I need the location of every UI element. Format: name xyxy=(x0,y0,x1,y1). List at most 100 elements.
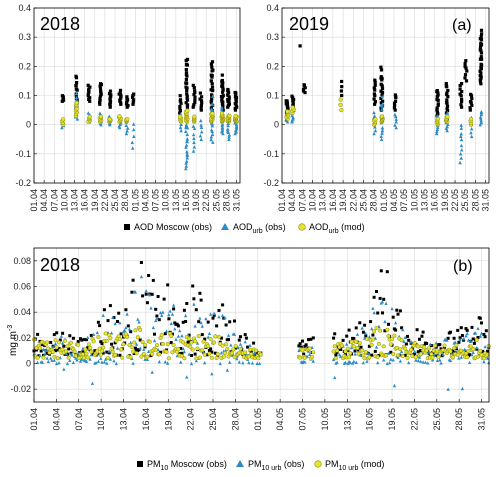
marker-urb-mod xyxy=(481,356,486,361)
x-tick-label: 25.05 xyxy=(460,189,470,212)
x-tick-label: 19.05 xyxy=(387,408,397,431)
marker-urb-obs xyxy=(105,361,109,365)
marker-urb-obs xyxy=(409,340,413,344)
marker-urb-obs xyxy=(139,275,144,279)
marker-moscow xyxy=(200,101,204,105)
marker-moscow xyxy=(185,94,189,98)
marker-urb-obs xyxy=(227,137,231,141)
marker-urb-obs xyxy=(413,349,417,353)
marker-urb-obs xyxy=(458,152,463,156)
marker-moscow xyxy=(215,324,219,328)
marker-urb-obs xyxy=(96,359,101,363)
x-tick-label: 07.05 xyxy=(151,189,161,212)
marker-urb-obs xyxy=(398,359,402,363)
marker-moscow xyxy=(479,49,483,53)
marker-urb-mod xyxy=(201,339,206,344)
marker-moscow xyxy=(483,335,487,339)
marker-urb-obs xyxy=(133,290,138,294)
marker-moscow xyxy=(118,91,122,95)
x-tick-label: 19.04 xyxy=(338,189,348,212)
marker-moscow xyxy=(339,89,343,93)
marker-urb-mod xyxy=(363,350,368,355)
marker-moscow xyxy=(199,298,203,302)
x-tick-label: 28.04 xyxy=(369,189,379,212)
marker-moscow xyxy=(93,349,97,353)
marker-urb-obs xyxy=(142,347,146,351)
marker-urb-obs xyxy=(111,315,115,319)
marker-moscow xyxy=(217,308,221,312)
marker-urb-obs xyxy=(132,134,136,138)
marker-moscow xyxy=(222,316,226,320)
marker-moscow xyxy=(192,297,196,301)
marker-moscow xyxy=(98,96,102,100)
marker-urb-mod xyxy=(80,352,85,357)
marker-urb-obs xyxy=(463,347,467,351)
marker-urb-obs xyxy=(160,313,164,317)
marker-urb-obs xyxy=(393,123,397,127)
marker-urb-mod xyxy=(445,114,450,119)
marker-urb-mod xyxy=(418,352,423,357)
marker-urb-mod xyxy=(101,345,106,350)
marker-urb-obs xyxy=(49,356,53,360)
marker-moscow xyxy=(191,105,195,109)
marker-urb-mod xyxy=(339,107,344,113)
marker-urb-obs xyxy=(337,352,342,357)
marker-urb-obs xyxy=(380,102,385,106)
marker-urb-mod xyxy=(86,342,91,347)
marker-moscow xyxy=(199,108,203,112)
marker-moscow xyxy=(156,295,160,298)
marker-moscow xyxy=(471,337,475,341)
y-tick-label: 0.2 xyxy=(18,61,31,71)
marker-moscow xyxy=(459,103,463,107)
marker-moscow xyxy=(176,324,180,328)
marker-urb-obs xyxy=(92,332,96,336)
marker-moscow xyxy=(302,352,306,356)
marker-moscow xyxy=(373,83,377,87)
marker-urb-obs xyxy=(459,355,463,359)
marker-urb-obs xyxy=(435,358,439,362)
marker-moscow xyxy=(178,94,182,98)
marker-urb-mod xyxy=(185,108,190,113)
marker-moscow xyxy=(118,353,122,357)
marker-moscow xyxy=(381,311,384,315)
marker-moscow xyxy=(194,308,198,312)
marker-moscow xyxy=(482,333,486,336)
marker-urb-obs xyxy=(150,370,154,374)
marker-urb-obs xyxy=(107,349,111,353)
marker-moscow xyxy=(124,308,128,312)
marker-urb-obs xyxy=(421,360,425,364)
marker-urb-obs xyxy=(364,331,368,335)
marker-urb-obs xyxy=(84,359,89,363)
marker-urb-mod xyxy=(233,344,238,349)
marker-urb-obs xyxy=(127,327,132,331)
marker-moscow xyxy=(301,87,306,91)
marker-urb-obs xyxy=(179,360,183,364)
marker-moscow xyxy=(184,85,188,89)
marker-urb-mod xyxy=(347,355,352,360)
marker-moscow xyxy=(211,316,215,320)
marker-urb-obs xyxy=(379,137,384,141)
marker-urb-mod xyxy=(88,345,93,350)
marker-moscow xyxy=(163,332,167,336)
marker-moscow xyxy=(108,89,113,93)
marker-moscow xyxy=(198,291,202,295)
marker-moscow xyxy=(479,55,483,59)
marker-moscow xyxy=(403,353,407,357)
marker-moscow xyxy=(226,93,230,97)
marker-urb-obs xyxy=(131,361,135,365)
marker-urb-obs xyxy=(192,145,197,149)
marker-moscow xyxy=(353,349,357,353)
marker-urb-mod xyxy=(120,355,125,360)
x-tick-label: 28.04 xyxy=(230,408,240,431)
x-tick-label: 25.04 xyxy=(110,189,120,212)
marker-urb-obs xyxy=(210,372,214,376)
marker-urb-obs xyxy=(64,351,68,356)
marker-moscow xyxy=(479,28,484,32)
marker-urb-mod xyxy=(398,347,403,352)
marker-urb-obs xyxy=(184,161,188,165)
marker-urb-obs xyxy=(43,352,47,356)
marker-urb-obs xyxy=(311,359,315,363)
marker-moscow xyxy=(191,83,195,87)
marker-urb-obs xyxy=(199,125,204,129)
marker-urb-mod xyxy=(187,336,192,341)
